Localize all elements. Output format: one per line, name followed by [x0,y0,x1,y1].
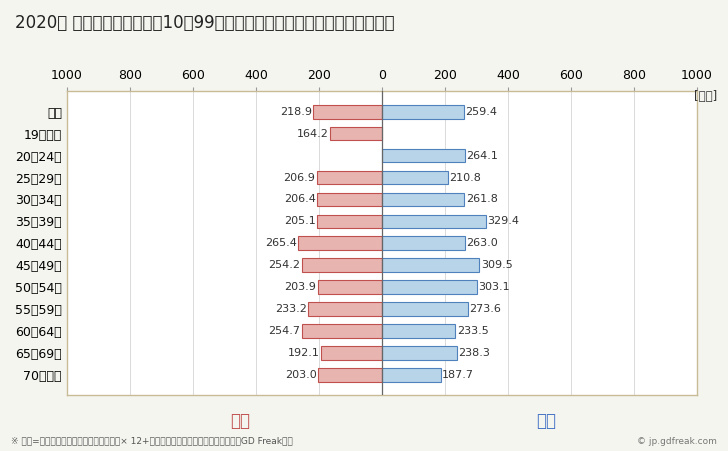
Text: [万円]: [万円] [694,90,717,103]
Bar [317,193,382,206]
Bar [318,368,382,382]
Text: 264.1: 264.1 [467,151,498,161]
Text: 254.2: 254.2 [269,260,301,270]
Text: 203.0: 203.0 [285,370,317,380]
Text: 205.1: 205.1 [284,216,316,226]
Text: 233.5: 233.5 [456,326,488,336]
Bar [382,171,448,184]
Bar [298,236,382,250]
Bar [301,324,382,338]
Bar [382,281,478,294]
Text: 187.7: 187.7 [443,370,475,380]
Text: © jp.gdfreak.com: © jp.gdfreak.com [637,437,717,446]
Text: 233.2: 233.2 [275,304,307,314]
Bar [382,346,457,359]
Text: 192.1: 192.1 [288,348,320,358]
Text: 238.3: 238.3 [458,348,490,358]
Text: 210.8: 210.8 [450,173,481,183]
Text: 329.4: 329.4 [487,216,519,226]
Text: 206.9: 206.9 [284,173,315,183]
Text: 265.4: 265.4 [265,238,297,249]
Bar [317,281,382,294]
Bar [321,346,382,359]
Bar [382,258,480,272]
Bar [309,302,382,316]
Bar [302,258,382,272]
Text: 303.1: 303.1 [479,282,510,292]
Bar [317,171,382,184]
Text: 206.4: 206.4 [284,194,316,204]
Text: 259.4: 259.4 [465,107,497,117]
Bar [382,215,486,228]
Bar [382,193,464,206]
Bar [382,105,464,119]
Bar [331,127,382,140]
Text: 309.5: 309.5 [480,260,513,270]
Text: 273.6: 273.6 [470,304,502,314]
Text: 203.9: 203.9 [285,282,317,292]
Text: 女性: 女性 [230,412,250,430]
Bar [313,105,382,119]
Text: 261.8: 261.8 [466,194,497,204]
Bar [382,368,441,382]
Text: ※ 年収=「きまって支給する現金給与額」× 12+「年間賞与その他特別給与額」としてGD Freak推計: ※ 年収=「きまって支給する現金給与額」× 12+「年間賞与その他特別給与額」と… [11,437,293,446]
Bar [382,236,464,250]
Bar [317,215,382,228]
Bar [382,302,468,316]
Bar [382,324,456,338]
Text: 263.0: 263.0 [466,238,498,249]
Text: 男性: 男性 [536,412,556,430]
Text: 254.7: 254.7 [269,326,301,336]
Bar [382,149,465,162]
Text: 164.2: 164.2 [297,129,329,139]
Text: 218.9: 218.9 [280,107,312,117]
Text: 2020年 民間企業（従業者数10〜99人）フルタイム労働者の男女別平均年収: 2020年 民間企業（従業者数10〜99人）フルタイム労働者の男女別平均年収 [15,14,394,32]
